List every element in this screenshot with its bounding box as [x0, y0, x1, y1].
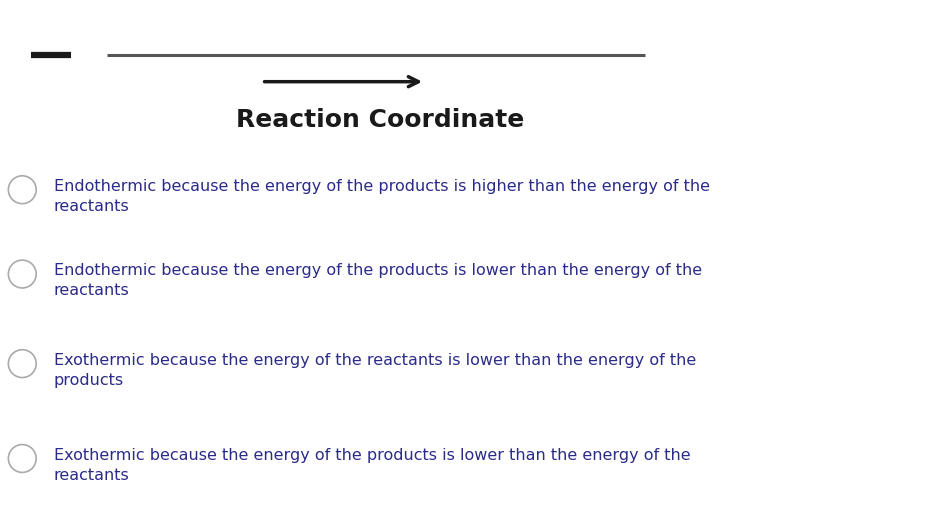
Text: Exothermic because the energy of the reactants is lower than the energy of the
p: Exothermic because the energy of the rea… — [54, 353, 695, 388]
Text: Endothermic because the energy of the products is lower than the energy of the
r: Endothermic because the energy of the pr… — [54, 264, 701, 298]
Text: Endothermic because the energy of the products is higher than the energy of the
: Endothermic because the energy of the pr… — [54, 179, 709, 214]
Text: Exothermic because the energy of the products is lower than the energy of the
re: Exothermic because the energy of the pro… — [54, 448, 690, 483]
Text: Reaction Coordinate: Reaction Coordinate — [236, 108, 524, 132]
